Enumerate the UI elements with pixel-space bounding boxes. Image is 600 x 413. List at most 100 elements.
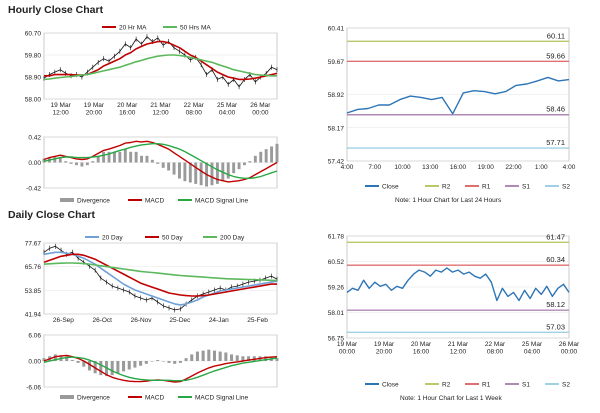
hourly-macd-divergence-bar bbox=[275, 143, 279, 163]
hourly-pivot-x-tick: 4:00 bbox=[341, 164, 354, 171]
hourly-pivot-y-tick: 60.41 bbox=[328, 26, 345, 33]
daily-price-y-tick: 53.85 bbox=[25, 288, 42, 295]
hourly-macd-divergence-bar bbox=[194, 162, 198, 184]
hourly-macd-divergence-bar bbox=[129, 151, 133, 163]
daily-macd-divergence-bar bbox=[235, 355, 239, 361]
hourly-pivot-x-tick: 22:00 bbox=[505, 164, 522, 171]
daily-macd-divergence-bar bbox=[53, 354, 57, 361]
daily-macd-signal-line bbox=[43, 356, 278, 382]
hourly-pivot-y-tick: 57.42 bbox=[328, 159, 345, 166]
daily-pivot-y-tick: 59.26 bbox=[328, 285, 345, 292]
hourly-price-x-tick: 19 Mar bbox=[84, 102, 105, 109]
hourly-macd-divergence-bar bbox=[123, 149, 127, 163]
daily-pivot-legend-label: R2 bbox=[442, 382, 451, 389]
daily-macd-divergence-bar bbox=[110, 361, 114, 376]
hourly-macd-divergence-bar bbox=[188, 162, 192, 183]
daily-pivot-x-tick: 00:00 bbox=[561, 349, 578, 356]
daily-macd-divergence-bar bbox=[264, 356, 268, 361]
daily-pivot-x-tick: 22 Mar bbox=[485, 341, 506, 348]
hourly-pivot-r1-label: 59.66 bbox=[546, 51, 565, 60]
hourly-macd-divergence-bar bbox=[167, 162, 171, 171]
hourly-price-x-tick: 22 Mar bbox=[184, 102, 205, 109]
daily-macd-divergence-bar bbox=[76, 361, 80, 363]
hourly-pivot-x-tick: 7:00 bbox=[368, 164, 381, 171]
daily-price-x-tick: 25-Feb bbox=[247, 317, 268, 324]
daily-macd-divergence-bar bbox=[275, 358, 279, 361]
daily-macd-divergence-bar bbox=[212, 350, 217, 361]
hourly-price-x-tick: 20 Mar bbox=[117, 102, 138, 109]
hourly-macd-divergence-bar bbox=[91, 161, 95, 163]
hourly-price-y-tick: 58.00 bbox=[25, 97, 42, 104]
daily-macd-divergence-bar bbox=[207, 349, 211, 361]
daily-price-50-day-line bbox=[43, 253, 277, 297]
daily-macd-divergence-bar bbox=[127, 361, 131, 370]
hourly-pivot-x-tick: 1:00 bbox=[535, 164, 548, 171]
hourly-price-x-tick: 12:00 bbox=[53, 110, 70, 117]
hourly-price-20-hr-ma-line bbox=[44, 40, 278, 81]
hourly-macd-divergence-bar bbox=[134, 151, 138, 163]
hourly-price-legend-label: 20 Hr MA bbox=[119, 25, 147, 32]
hourly-macd-divergence-bar bbox=[253, 155, 257, 163]
daily-pivot-x-tick: 25 Mar bbox=[522, 341, 543, 348]
hourly-macd-divergence-bar bbox=[215, 162, 219, 184]
hourly-price-frame bbox=[43, 32, 278, 100]
daily-pivot-s1-label: 58.12 bbox=[546, 300, 565, 309]
daily-price-legend-label: 200 Day bbox=[220, 235, 245, 242]
daily-macd-legend-label: Divergence bbox=[77, 395, 110, 402]
daily-macd-divergence-bar bbox=[178, 361, 182, 363]
hourly-macd-divergence-bar bbox=[112, 151, 116, 163]
daily-pivot-x-tick: 20 Mar bbox=[411, 341, 432, 348]
daily-pivot-y-tick: 58.01 bbox=[328, 310, 345, 317]
hourly-price-y-tick: 60.70 bbox=[25, 31, 42, 38]
daily-pivot-x-tick: 21 Mar bbox=[448, 341, 469, 348]
hourly-macd-divergence-bar bbox=[172, 162, 176, 175]
hourly-macd-divergence-bar bbox=[118, 151, 122, 163]
daily-price-legend-label: 50 Day bbox=[162, 235, 183, 242]
daily-pivot-y-tick: 56.75 bbox=[328, 336, 345, 343]
hourly-macd-macd-line bbox=[43, 140, 278, 183]
hourly-macd-divergence-bar bbox=[178, 162, 181, 179]
hourly-pivot-s2-label: 57.71 bbox=[546, 138, 565, 147]
hourly-macd-divergence-bar bbox=[237, 162, 241, 170]
hourly-price-y-tick: 58.90 bbox=[25, 75, 42, 82]
hourly-macd-divergence-bar bbox=[96, 155, 100, 163]
hourly-macd-divergence-bar bbox=[140, 155, 143, 163]
hourly-price-50-hrs-ma-line bbox=[43, 54, 277, 81]
daily-pivot-x-tick: 19 Mar bbox=[374, 341, 395, 348]
hourly-price-x-tick: 08:00 bbox=[186, 110, 203, 117]
daily-macd-y-tick: 6.06 bbox=[28, 333, 41, 340]
hourly-pivot-x-tick: 10:00 bbox=[394, 164, 411, 171]
hourly-pivot-legend-label: R1 bbox=[482, 184, 491, 191]
hourly-pivot-note: Note: 1 Hour Chart for Last 24 Hours bbox=[395, 197, 502, 204]
daily-macd-divergence-bar bbox=[241, 356, 245, 361]
hourly-pivot-y-tick: 59.67 bbox=[328, 59, 345, 66]
hourly-macd-divergence-bar bbox=[64, 161, 68, 163]
hourly-pivot-x-tick: 13:00 bbox=[422, 164, 439, 171]
daily-pivot-x-tick: 00:00 bbox=[339, 349, 356, 356]
hourly-macd-y-tick: -0.42 bbox=[26, 186, 41, 193]
hourly-macd-divergence-bar bbox=[243, 162, 246, 166]
daily-pivot-legend-label: S2 bbox=[562, 382, 570, 389]
hourly-price-x-tick: 04:00 bbox=[219, 110, 236, 117]
daily-pivot-x-tick: 04:00 bbox=[524, 349, 541, 356]
hourly-macd-divergence-bar bbox=[80, 162, 84, 167]
hourly-pivot-legend-label: S1 bbox=[522, 184, 530, 191]
daily-price-20-day-line bbox=[43, 251, 278, 306]
daily-macd-divergence-bar bbox=[82, 361, 86, 367]
daily-macd-divergence-bar bbox=[218, 351, 222, 361]
daily-macd-y-tick: -6.06 bbox=[26, 385, 41, 392]
hourly-macd-divergence-bar bbox=[85, 162, 89, 166]
hourly-pivot-y-tick: 58.92 bbox=[328, 92, 345, 99]
hourly-macd-divergence-bar bbox=[75, 162, 78, 166]
hourly-section-title: Hourly Close Chart bbox=[8, 4, 104, 16]
daily-macd-divergence-bar bbox=[122, 361, 126, 372]
hourly-macd-divergence-bar bbox=[270, 146, 274, 163]
hourly-pivot-close-line bbox=[346, 76, 570, 115]
hourly-price-x-tick: 12:00 bbox=[152, 110, 169, 117]
daily-macd-divergence-bar bbox=[116, 361, 120, 374]
daily-macd-divergence-bar bbox=[99, 361, 103, 376]
hourly-price-x-tick: 25 Mar bbox=[217, 102, 238, 109]
hourly-macd-divergence-bar bbox=[150, 159, 154, 163]
hourly-macd-divergence-bar bbox=[42, 158, 46, 163]
